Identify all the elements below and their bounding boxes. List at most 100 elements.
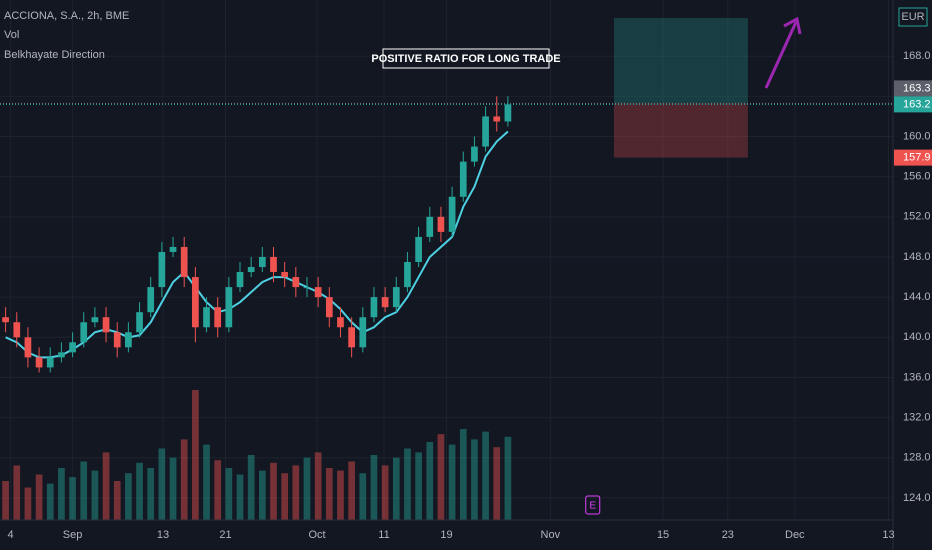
indicator-line — [5, 130, 509, 359]
volume-bar — [348, 461, 355, 520]
stop-zone — [613, 103, 748, 158]
volume-bar — [370, 455, 378, 520]
chart-title: ACCIONA, S.A., 2h, BME — [4, 10, 129, 22]
candle-body — [236, 272, 244, 288]
volume-bar — [292, 465, 300, 520]
candle-body — [169, 246, 177, 252]
volume-bar — [13, 465, 21, 520]
y-tick-label: 168.0 — [903, 50, 931, 62]
candle-body — [404, 262, 411, 288]
x-tick-label: 4 — [8, 529, 14, 541]
volume-bar — [493, 447, 501, 520]
volume-bar — [303, 457, 311, 520]
annotation: POSITIVE RATIO FOR LONG TRADE — [371, 53, 560, 65]
volume-bar — [392, 457, 400, 520]
currency: EUR — [901, 11, 924, 23]
x-tick-label: Nov — [541, 529, 561, 541]
candle-body — [158, 251, 166, 288]
candle-body — [214, 307, 222, 328]
volume-bar — [102, 452, 110, 520]
volume-bar — [415, 452, 422, 520]
candle-body — [225, 287, 233, 328]
candle-body — [80, 322, 88, 343]
candle-body — [359, 317, 367, 348]
volume-bar — [80, 461, 88, 520]
volume-bar — [448, 444, 456, 520]
candle-body — [482, 116, 489, 147]
candle-body — [504, 104, 512, 122]
candle-body — [258, 256, 266, 268]
candle-body — [314, 287, 322, 298]
candle-body — [147, 287, 155, 313]
y-tick-label: 156.0 — [903, 171, 931, 183]
candle-body — [325, 297, 333, 318]
candle-body — [415, 236, 422, 263]
volume-bar — [2, 481, 9, 520]
candle-body — [337, 317, 344, 328]
volume-bar — [359, 473, 367, 520]
volume-bar — [426, 442, 434, 520]
candle-body — [24, 337, 32, 358]
volume-bar — [281, 473, 289, 520]
volume-bar — [437, 434, 445, 520]
candle-body — [292, 277, 300, 288]
volume-bar — [192, 390, 199, 520]
x-tick-label: 19 — [440, 529, 452, 541]
candle-body — [381, 297, 389, 308]
x-tick-label: 15 — [657, 529, 669, 541]
arrow-head — [783, 16, 802, 35]
volume-bar — [482, 431, 489, 520]
target-zone — [613, 18, 748, 104]
volume-bar — [471, 439, 478, 520]
candle-body — [102, 317, 110, 333]
volume-bar — [147, 468, 155, 520]
x-tick-label: 23 — [722, 529, 734, 541]
candle-body — [281, 272, 289, 278]
volume-bar — [225, 468, 233, 520]
price-tag — [894, 149, 932, 166]
annotation-box — [382, 48, 550, 69]
volume-bar — [214, 460, 222, 520]
candle-body — [493, 116, 501, 122]
volume-bar — [325, 468, 333, 520]
volume-bar — [337, 470, 344, 520]
candle-body — [392, 287, 400, 308]
candle-body — [35, 357, 43, 368]
x-tick-label: Oct — [308, 529, 325, 541]
volume-bar — [158, 448, 166, 520]
volume-bar — [381, 465, 389, 520]
y-tick-label: 124.0 — [903, 492, 931, 504]
price-tag-label: 163.3 — [903, 82, 931, 94]
candle-body — [426, 216, 434, 237]
volume-bar — [58, 468, 65, 520]
volume-bar — [169, 457, 177, 520]
volume-bar — [46, 483, 54, 520]
volume-bar — [24, 487, 32, 520]
candle-body — [180, 246, 188, 278]
x-tick-label: 13 — [882, 529, 894, 541]
candle-body — [448, 196, 456, 232]
candle-body — [370, 297, 378, 318]
candle-body — [13, 322, 21, 338]
indicator-legend: Belkhayate Direction — [4, 49, 105, 61]
earnings-label: E — [589, 501, 596, 512]
y-tick-label: 160.0 — [903, 130, 931, 142]
volume-bar — [314, 452, 322, 520]
volume-bar — [504, 436, 512, 520]
candle-body — [459, 161, 467, 197]
volume-bar — [125, 473, 132, 520]
volume-bar — [69, 477, 76, 520]
volume-bar — [91, 470, 99, 520]
volume-bar — [180, 439, 188, 520]
volume-bar — [113, 481, 121, 520]
price-tag-label: 157.9 — [903, 152, 931, 164]
candle-body — [69, 342, 76, 353]
candle-body — [58, 352, 65, 358]
x-tick-label: 21 — [219, 529, 231, 541]
volume-bar — [270, 462, 277, 520]
volume-legend: Vol — [4, 29, 19, 41]
candle-body — [270, 256, 277, 273]
y-tick-label: 136.0 — [903, 371, 931, 383]
